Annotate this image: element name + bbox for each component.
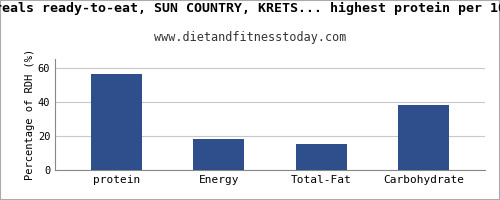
Bar xyxy=(91,74,142,170)
Text: www.dietandfitnesstoday.com: www.dietandfitnesstoday.com xyxy=(154,31,346,44)
Bar xyxy=(194,139,244,170)
Text: Cereals ready-to-eat, SUN COUNTRY, KRETS... highest protein per 100g: Cereals ready-to-eat, SUN COUNTRY, KRETS… xyxy=(0,2,500,15)
Y-axis label: Percentage of RDH (%): Percentage of RDH (%) xyxy=(25,49,35,180)
Bar xyxy=(398,105,449,170)
Bar xyxy=(296,144,347,170)
